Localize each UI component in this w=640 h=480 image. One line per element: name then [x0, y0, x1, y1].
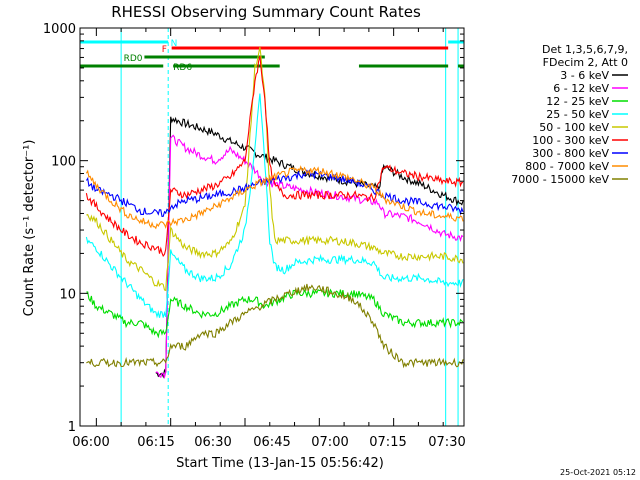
x-tick-label: 07:30	[428, 435, 465, 450]
y-tick-label: 1	[68, 420, 76, 435]
legend-entry: 100 - 300 keV	[532, 134, 628, 147]
legend-entry: 6 - 12 keV	[553, 82, 628, 95]
series-line-4	[86, 46, 464, 292]
y-tick-label: 1000	[43, 22, 76, 37]
flag-n: N	[80, 39, 464, 49]
plot-frame	[79, 27, 465, 427]
legend-entry: 3 - 6 keV	[560, 69, 628, 82]
legend-entry-label: 3 - 6 keV	[560, 69, 609, 82]
series-line-5	[85, 55, 464, 257]
legend-entry: 7000 - 15000 keV	[511, 173, 628, 186]
legend-entry-label: 6 - 12 keV	[553, 82, 609, 95]
x-tick-label: 07:15	[369, 435, 406, 450]
y-axis-label: Count Rate (s⁻¹ detector⁻¹)	[22, 140, 37, 317]
x-tick-label: 06:15	[137, 435, 174, 450]
series-lines	[85, 46, 464, 380]
series-line-8	[86, 283, 464, 369]
flag-rd0: RD0	[124, 54, 265, 64]
legend-entry: 12 - 25 keV	[546, 95, 628, 108]
legend-entry-label: 800 - 7000 keV	[525, 160, 609, 173]
series-line-6	[85, 169, 464, 217]
axes: 1 10 100 1000 06:00 06:15 06:30 06:45 07:00 07:15…	[43, 22, 466, 450]
legend-entry-label: 50 - 100 keV	[539, 121, 609, 134]
y-tick-label: 10	[59, 287, 76, 302]
flag-label: F	[162, 45, 167, 55]
series-line-0	[155, 116, 464, 379]
legend: Det 1,3,5,6,7,9,FDecim 2, Att 03 - 6 keV…	[511, 43, 628, 186]
series-line-7	[85, 165, 464, 230]
legend-entry-label: 100 - 300 keV	[532, 134, 609, 147]
legend-entry-label: 12 - 25 keV	[546, 95, 609, 108]
legend-entry: 300 - 800 keV	[532, 147, 628, 160]
legend-entry: 800 - 7000 keV	[525, 160, 628, 173]
footer-timestamp: 25-Oct-2021 05:12	[560, 468, 636, 477]
legend-entry-label: 25 - 50 keV	[546, 108, 609, 121]
legend-entry-label: 7000 - 15000 keV	[511, 173, 609, 186]
flag-f: F	[162, 45, 449, 55]
instrument-flags: NF RD0 RD6	[80, 39, 464, 73]
legend-entry: 25 - 50 keV	[546, 108, 628, 121]
legend-entry: 50 - 100 keV	[539, 121, 628, 134]
series-line-3	[85, 93, 464, 319]
x-axis-label: Start Time (13-Jan-15 05:56:42)	[176, 456, 384, 471]
flag-label: RD6	[173, 63, 192, 73]
x-tick-label: 06:30	[194, 435, 231, 450]
chart-title: RHESSI Observing Summary Count Rates	[111, 3, 421, 21]
x-tick-label: 06:45	[253, 435, 290, 450]
x-tick-label: 07:00	[311, 435, 348, 450]
flag-label: RD0	[124, 54, 143, 64]
legend-entry-label: 300 - 800 keV	[532, 147, 609, 160]
legend-header-line: Det 1,3,5,6,7,9,	[542, 43, 628, 56]
x-tick-label: 06:00	[72, 435, 109, 450]
legend-header-line: FDecim 2, Att 0	[543, 56, 628, 69]
flag-label: N	[171, 39, 178, 49]
y-tick-label: 100	[51, 155, 76, 170]
